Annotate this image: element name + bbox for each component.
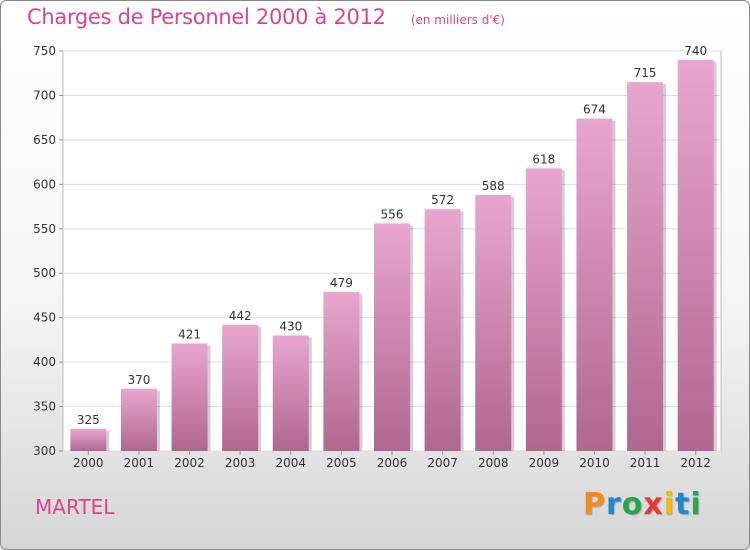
y-tick-label: 400 [33, 355, 56, 369]
bar-2007 [424, 209, 461, 451]
y-tick-label: 600 [33, 177, 56, 191]
bar-2003 [222, 324, 259, 451]
title-row: Charges de Personnel 2000 à 2012 (en mil… [27, 5, 505, 29]
x-tick-label: 2010 [579, 456, 610, 470]
bar-2001 [120, 388, 157, 451]
y-tick-label: 300 [33, 444, 56, 458]
value-label-2006: 556 [381, 207, 404, 221]
logo-letter: i [690, 487, 702, 522]
y-tick-label: 700 [33, 88, 56, 102]
value-label-2009: 618 [532, 152, 555, 166]
bar-2005 [323, 291, 360, 451]
x-tick-label: 2008 [478, 456, 509, 470]
logo-letter: i [663, 487, 676, 522]
value-label-2003: 442 [229, 309, 252, 323]
bar-2008 [475, 195, 512, 451]
y-axis: 300 350 400 450 500 550 600 650 700 750 [33, 44, 63, 458]
value-label-2007: 572 [431, 193, 454, 207]
bars: 325 370 421 442 430 479 556 572 588 618 674 715 740 [70, 44, 717, 452]
logo-letter: o [621, 487, 644, 522]
y-tick-label: 550 [33, 222, 56, 236]
x-tick-label: 2006 [377, 456, 408, 470]
x-tick-label: 2005 [326, 456, 357, 470]
value-label-2001: 370 [127, 373, 150, 387]
logo-letter: t [675, 487, 691, 522]
y-tick-label: 500 [33, 266, 56, 280]
value-label-2005: 479 [330, 276, 353, 290]
value-label-2008: 588 [482, 179, 505, 193]
value-label-2004: 430 [279, 319, 302, 333]
value-label-2011: 715 [634, 66, 657, 80]
logo-letter: P [583, 487, 606, 522]
x-tick-label: 2004 [275, 456, 306, 470]
bar-2004 [272, 335, 309, 451]
x-tick-label: 2012 [680, 456, 711, 470]
bar-2009 [525, 168, 562, 452]
bar-2011 [627, 82, 664, 451]
x-tick-label: 2000 [73, 456, 104, 470]
value-label-2010: 674 [583, 103, 606, 117]
y-tick-label: 650 [33, 133, 56, 147]
bar-2000 [70, 428, 107, 451]
logo-letter: r [606, 487, 622, 522]
y-tick-label: 750 [33, 44, 56, 58]
x-tick-label: 2002 [174, 456, 205, 470]
y-tick-label: 450 [33, 311, 56, 325]
logo-letter: x [643, 487, 664, 522]
value-label-2012: 740 [684, 44, 707, 58]
x-axis: 2000 2001 2002 2003 2004 2005 2006 2007 2008 2009… [73, 451, 711, 470]
x-tick-label: 2011 [630, 456, 661, 470]
value-label-2000: 325 [77, 413, 100, 427]
bar-2012 [677, 59, 714, 452]
x-tick-label: 2007 [427, 456, 458, 470]
x-tick-label: 2009 [529, 456, 560, 470]
x-tick-label: 2003 [225, 456, 256, 470]
city-name: MARTEL [35, 495, 115, 519]
bar-2010 [576, 118, 613, 452]
chart-title: Charges de Personnel 2000 à 2012 [27, 5, 386, 29]
x-tick-label: 2001 [124, 456, 155, 470]
value-label-2002: 421 [178, 327, 201, 341]
chart-unit-note: (en milliers d'€) [410, 13, 505, 27]
y-tick-label: 350 [33, 400, 56, 414]
bar-2006 [374, 223, 410, 451]
bar-2002 [171, 343, 208, 451]
proxiti-logo: Proxiti [583, 487, 702, 522]
